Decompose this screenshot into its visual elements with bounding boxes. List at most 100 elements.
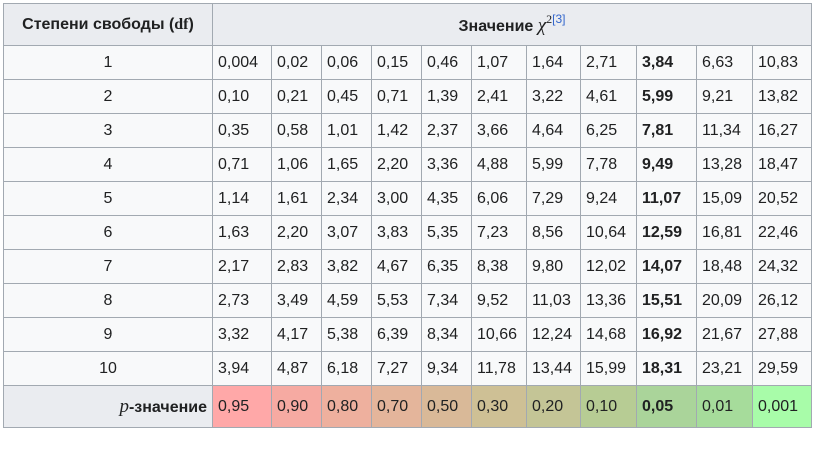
chi-value-cell: 6,25 [580, 113, 637, 148]
chi-value-cell: 1,39 [421, 79, 472, 114]
table-body: 1 0,004 0,02 0,06 0,15 0,46 1,07 1,64 2,71 3,84 6,… [3, 45, 812, 386]
chi-value-cell: 14,07 [636, 249, 697, 284]
chi-value-cell: 20,52 [752, 181, 812, 216]
chi-value-cell: 2,17 [212, 249, 272, 284]
chi-value-cell: 9,80 [526, 249, 581, 284]
chi-value-cell: 6,06 [471, 181, 527, 216]
df-cell: 9 [3, 317, 213, 352]
chi-value-cell: 5,35 [421, 215, 472, 250]
chi-value-cell: 18,47 [752, 147, 812, 182]
chi-value-cell: 8,38 [471, 249, 527, 284]
chi-value-cell: 0,21 [271, 79, 322, 114]
p-value-cell: 0,95 [212, 385, 272, 428]
chi-square-table: Степени свободы (df) Значение χ2[3] 1 0,0… [3, 3, 812, 428]
chi-value-cell: 4,35 [421, 181, 472, 216]
chi-value-cell: 2,34 [321, 181, 372, 216]
chi-value-cell: 5,53 [371, 283, 422, 318]
p-value-cell: 0,01 [696, 385, 753, 428]
p-value-cell: 0,10 [580, 385, 637, 428]
chi-value-cell: 13,82 [752, 79, 812, 114]
chi-value-cell: 11,34 [696, 113, 753, 148]
chi-value-cell: 10,66 [471, 317, 527, 352]
p-value-cell: 0,05 [636, 385, 697, 428]
df-cell: 10 [3, 351, 213, 386]
chi-value-cell: 6,63 [696, 45, 753, 80]
chi-value-cell: 9,34 [421, 351, 472, 386]
chi-value-cell: 4,59 [321, 283, 372, 318]
table-row: 2 0,10 0,21 0,45 0,71 1,39 2,41 3,22 4,61 5,99 9,2… [3, 79, 812, 114]
chi-value-cell: 15,51 [636, 283, 697, 318]
chi-value-cell: 0,45 [321, 79, 372, 114]
chi-value-cell: 12,02 [580, 249, 637, 284]
chi-value-cell: 26,12 [752, 283, 812, 318]
chi-value-cell: 7,34 [421, 283, 472, 318]
chi-value-cell: 11,07 [636, 181, 697, 216]
df-cell: 7 [3, 249, 213, 284]
df-cell: 1 [3, 45, 213, 80]
p-value-cell: 0,50 [421, 385, 472, 428]
chi-value-cell: 11,03 [526, 283, 581, 318]
chi-value-cell: 4,64 [526, 113, 581, 148]
chi-value-cell: 4,87 [271, 351, 322, 386]
chi-value-cell: 1,64 [526, 45, 581, 80]
chi-value-cell: 1,63 [212, 215, 272, 250]
chi-value-cell: 0,71 [371, 79, 422, 114]
chi-value-cell: 10,64 [580, 215, 637, 250]
chi-value-cell: 0,02 [271, 45, 322, 80]
chi-value-cell: 3,07 [321, 215, 372, 250]
chi-value-cell: 1,61 [271, 181, 322, 216]
chi-value-cell: 20,09 [696, 283, 753, 318]
chi-value-cell: 2,83 [271, 249, 322, 284]
chi-value-cell: 4,61 [580, 79, 637, 114]
chi-value-cell: 3,83 [371, 215, 422, 250]
chi-value-cell: 7,78 [580, 147, 637, 182]
table-row: 10 3,94 4,87 6,18 7,27 9,34 11,78 13,44 15,99 18,… [3, 351, 812, 386]
table-row: 4 0,71 1,06 1,65 2,20 3,36 4,88 5,99 7,78 9,49 13,… [3, 147, 812, 182]
chi-value-cell: 3,84 [636, 45, 697, 80]
chi-value-cell: 2,20 [371, 147, 422, 182]
chi-value-cell: 15,09 [696, 181, 753, 216]
p-value-cell: 0,30 [471, 385, 527, 428]
chi-value-cell: 16,81 [696, 215, 753, 250]
chi-value-cell: 0,46 [421, 45, 472, 80]
chi-value-cell: 16,27 [752, 113, 812, 148]
chi-value-cell: 3,36 [421, 147, 472, 182]
chi-value-cell: 18,48 [696, 249, 753, 284]
chi-value-cell: 0,15 [371, 45, 422, 80]
chi-value-cell: 13,44 [526, 351, 581, 386]
table-row: 6 1,63 2,20 3,07 3,83 5,35 7,23 8,56 10,64 12,59 1… [3, 215, 812, 250]
chi-value-cell: 24,32 [752, 249, 812, 284]
chi-value-cell: 8,56 [526, 215, 581, 250]
chi-value-cell: 1,01 [321, 113, 372, 148]
chi-value-cell: 5,99 [636, 79, 697, 114]
chi-value-cell: 22,46 [752, 215, 812, 250]
chi-value-cell: 3,49 [271, 283, 322, 318]
chi-value-cell: 6,35 [421, 249, 472, 284]
reference-link[interactable]: [3] [552, 12, 566, 26]
chi-value-cell: 5,99 [526, 147, 581, 182]
table-row: 3 0,35 0,58 1,01 1,42 2,37 3,66 4,64 6,25 7,81 11,… [3, 113, 812, 148]
chi-value-cell: 27,88 [752, 317, 812, 352]
chi-value-cell: 0,71 [212, 147, 272, 182]
chi-value-cell: 0,35 [212, 113, 272, 148]
chi-value-cell: 3,66 [471, 113, 527, 148]
chi-value-cell: 15,99 [580, 351, 637, 386]
chi-value-cell: 0,004 [212, 45, 272, 80]
chi-value-cell: 1,06 [271, 147, 322, 182]
chi-value-cell: 4,67 [371, 249, 422, 284]
df-cell: 2 [3, 79, 213, 114]
chi-value-cell: 12,24 [526, 317, 581, 352]
chi-value-header: Значение χ2[3] [212, 3, 812, 46]
chi-value-cell: 2,71 [580, 45, 637, 80]
chi-value-cell: 3,32 [212, 317, 272, 352]
p-value-cell: 0,90 [271, 385, 322, 428]
chi-value-cell: 1,65 [321, 147, 372, 182]
chi-value-cell: 0,10 [212, 79, 272, 114]
table-row: 1 0,004 0,02 0,06 0,15 0,46 1,07 1,64 2,71 3,84 6,… [3, 45, 812, 80]
chi-value-cell: 13,36 [580, 283, 637, 318]
chi-value-cell: 10,83 [752, 45, 812, 80]
chi-value-cell: 4,88 [471, 147, 527, 182]
chi-value-cell: 11,78 [471, 351, 527, 386]
p-value-cell: 0,001 [752, 385, 812, 428]
chi-value-cell: 3,00 [371, 181, 422, 216]
